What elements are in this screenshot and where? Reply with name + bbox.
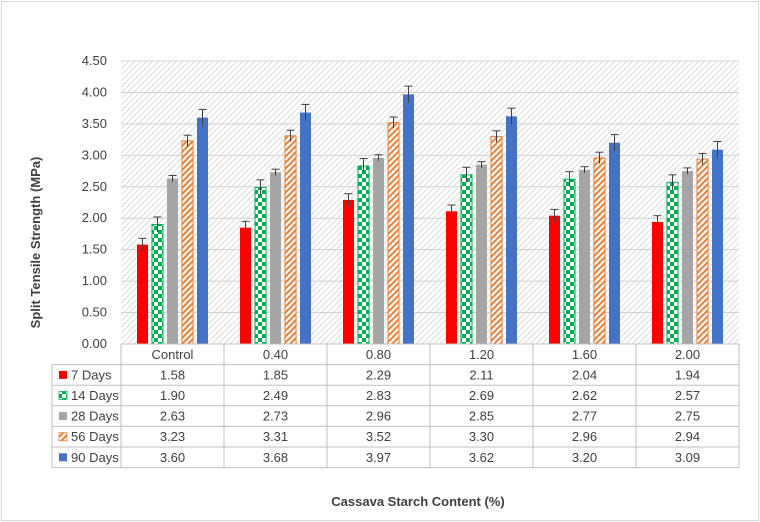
- data-label: 2.49: [263, 388, 288, 403]
- category-label: 1.60: [572, 347, 597, 362]
- category-label: 0.80: [366, 347, 391, 362]
- y-tick-label: 1.50: [82, 242, 107, 257]
- legend-key-14-days: [58, 391, 68, 400]
- data-label: 1.85: [263, 367, 288, 382]
- bar-90-days: [300, 112, 311, 345]
- legend-key-7-days: [59, 370, 67, 379]
- legend-label: 28 Days: [71, 409, 119, 424]
- data-label: 2.11: [469, 367, 493, 382]
- bar-90-days: [197, 117, 208, 344]
- data-label: 2.94: [675, 429, 700, 444]
- data-label: 3.60: [160, 450, 185, 465]
- bar-56-days: [284, 135, 297, 345]
- data-label: 1.58: [160, 367, 185, 382]
- y-tick-label: 3.50: [82, 116, 107, 131]
- legend-label: 7 Days: [71, 367, 112, 382]
- data-label: 2.77: [572, 409, 597, 424]
- bar-14-days: [666, 181, 679, 345]
- data-label: 3.20: [572, 450, 597, 465]
- bar-14-days: [254, 186, 267, 345]
- category-label: 1.20: [469, 347, 494, 362]
- data-label: 2.73: [263, 409, 288, 424]
- category-label: Control: [152, 347, 194, 362]
- bar-56-days: [696, 158, 709, 345]
- data-label: 3.62: [469, 450, 494, 465]
- legend-label: 56 Days: [71, 429, 119, 444]
- bar-7-days: [240, 227, 251, 344]
- data-label: 3.09: [675, 450, 700, 465]
- bar-7-days: [343, 199, 354, 344]
- data-label: 1.90: [160, 388, 185, 403]
- bar-28-days: [579, 169, 590, 344]
- bar-56-days: [181, 140, 194, 345]
- bar-7-days: [652, 221, 663, 344]
- legend-key-56-days: [58, 432, 68, 442]
- y-tick-label: 4.50: [82, 53, 107, 68]
- bar-90-days: [403, 94, 414, 344]
- x-axis-title: Cassava Starch Content (%): [331, 494, 504, 509]
- y-tick-label: 3.00: [82, 147, 107, 162]
- bar-7-days: [549, 215, 560, 344]
- category-label: 0.40: [263, 347, 288, 362]
- bar-28-days: [476, 164, 487, 344]
- bar-14-days: [357, 165, 370, 345]
- bar-28-days: [270, 172, 281, 344]
- bar-7-days: [137, 244, 148, 344]
- data-label: 1.94: [675, 367, 700, 382]
- bar-90-days: [712, 149, 723, 344]
- bar-56-days: [490, 135, 503, 345]
- y-tick-label: 0.50: [82, 305, 107, 320]
- data-label: 2.29: [366, 367, 391, 382]
- bar-90-days: [609, 142, 620, 344]
- data-label: 2.69: [469, 388, 494, 403]
- legend-label: 14 Days: [71, 388, 119, 403]
- bar-14-days: [460, 174, 473, 345]
- legend-key-28-days: [59, 412, 67, 421]
- data-label: 2.85: [469, 409, 494, 424]
- y-tick-label: 1.00: [82, 273, 107, 288]
- data-label: 2.63: [160, 409, 185, 424]
- y-tick-label: 2.50: [82, 179, 107, 194]
- y-axis-title: Split Tensile Strength (MPa): [28, 157, 43, 329]
- bar-28-days: [682, 171, 693, 344]
- bar-28-days: [373, 157, 384, 344]
- data-label: 3.31: [263, 429, 288, 444]
- bar-56-days: [593, 157, 606, 345]
- legend-key-90-days: [59, 453, 67, 462]
- data-label: 2.83: [366, 388, 391, 403]
- bar-56-days: [387, 122, 400, 345]
- bar-14-days: [151, 224, 164, 345]
- bar-28-days: [167, 178, 178, 344]
- data-label: 3.97: [366, 450, 391, 465]
- category-label: 2.00: [675, 347, 700, 362]
- data-label: 3.52: [366, 429, 391, 444]
- data-label: 3.23: [160, 429, 185, 444]
- plot-area: [121, 61, 739, 344]
- data-label: 3.30: [469, 429, 494, 444]
- legend-label: 90 Days: [71, 450, 119, 465]
- y-tick-label: 0.00: [82, 336, 107, 351]
- y-tick-label: 2.00: [82, 210, 107, 225]
- data-label: 2.96: [572, 429, 597, 444]
- data-label: 3.68: [263, 450, 288, 465]
- data-label: 2.62: [572, 388, 597, 403]
- bar-90-days: [506, 116, 517, 344]
- data-label: 2.75: [675, 409, 700, 424]
- bar-7-days: [446, 211, 457, 344]
- y-tick-label: 4.00: [82, 84, 107, 99]
- bar-14-days: [563, 178, 576, 345]
- data-label: 2.57: [675, 388, 700, 403]
- data-label: 2.04: [572, 367, 597, 382]
- data-label: 2.96: [366, 409, 391, 424]
